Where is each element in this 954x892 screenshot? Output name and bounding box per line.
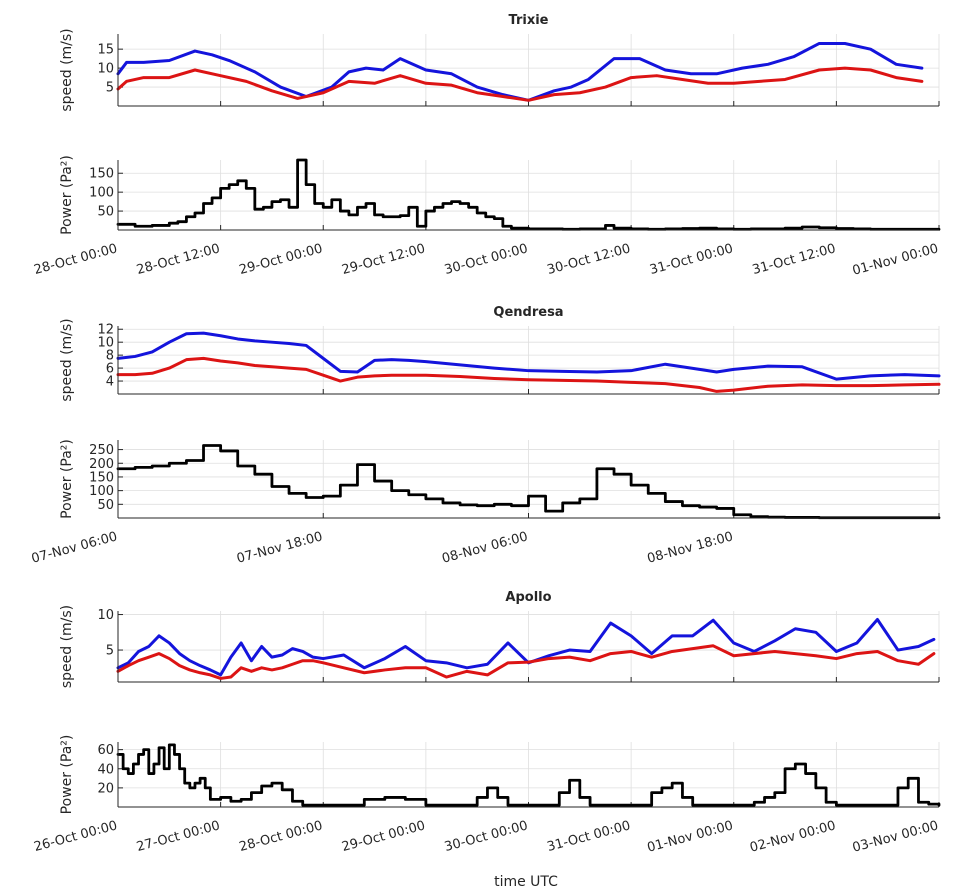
series-blue-line: [116, 331, 941, 381]
y-tick-label: 150: [89, 167, 114, 182]
panel-0: 5 10 15 Trixie speed (m/s): [59, 13, 940, 112]
y-tick-label: 250: [89, 443, 114, 458]
x-tick-label: 28-Oct 00:00: [32, 241, 119, 278]
series-blue-line: [116, 618, 936, 677]
y-tick-label: 10: [97, 62, 114, 77]
x-tick-label: 07-Nov 18:00: [235, 529, 324, 566]
y-tick-label: 10: [97, 608, 114, 623]
y-axis-label: speed (m/s): [59, 318, 75, 401]
y-tick-label: 15: [97, 43, 114, 58]
x-tick-label: 28-Oct 12:00: [135, 241, 222, 278]
x-tick-label: 01-Nov 00:00: [851, 241, 940, 278]
x-tick-label: 28-Oct 00:00: [238, 818, 325, 855]
y-tick-label: 6: [106, 362, 114, 377]
y-tick-label: 100: [89, 186, 114, 201]
y-tick-label: 10: [97, 336, 114, 351]
x-tick-label: 01-Nov 00:00: [646, 818, 735, 855]
series-black-line: [116, 444, 941, 520]
y-axis-label: speed (m/s): [59, 28, 75, 111]
x-tick-label: 07-Nov 06:00: [30, 529, 119, 566]
y-tick-label: 5: [106, 644, 114, 659]
x-tick-label: 31-Oct 12:00: [751, 241, 838, 278]
x-tick-label: 30-Oct 00:00: [443, 241, 530, 278]
y-tick-label: 12: [97, 323, 114, 338]
x-tick-label: 27-Oct 00:00: [135, 818, 222, 855]
y-tick-label: 50: [97, 498, 114, 513]
y-tick-label: 5: [106, 81, 114, 96]
x-tick-label: 31-Oct 00:00: [546, 818, 633, 855]
x-tick-label: 08-Nov 18:00: [646, 529, 735, 566]
series-red-line: [116, 356, 941, 393]
series-red-line: [116, 66, 924, 102]
x-tick-label: 31-Oct 00:00: [648, 241, 735, 278]
y-tick-label: 8: [106, 349, 114, 364]
panel-title: Trixie: [509, 13, 549, 28]
series-blue-line: [116, 41, 924, 102]
y-tick-label: 4: [106, 375, 114, 390]
x-tick-label: 03-Nov 00:00: [851, 818, 940, 855]
panel-5: 20 40 60 26-Oct 00:00 27-Oct 00:00 28-Oct 00:…: [32, 735, 941, 856]
panel-title: Qendresa: [493, 305, 563, 320]
x-tick-label: 29-Oct 00:00: [340, 818, 427, 855]
y-tick-label: 60: [97, 743, 114, 758]
panel-4: 5 10 Apollo speed (m/s): [59, 590, 940, 688]
y-tick-label: 20: [97, 781, 114, 796]
y-tick-label: 200: [89, 457, 114, 472]
x-tick-label: 30-Oct 12:00: [546, 241, 633, 278]
series-black-line: [116, 743, 941, 807]
series-black-line: [116, 158, 941, 231]
y-tick-label: 100: [89, 484, 114, 499]
y-axis-label: Power (Pa²): [59, 155, 75, 235]
x-tick-label: 29-Oct 00:00: [238, 241, 325, 278]
x-tick-label: 02-Nov 00:00: [748, 818, 837, 855]
x-tick-label: 08-Nov 06:00: [440, 529, 529, 566]
y-axis-label: speed (m/s): [59, 605, 75, 688]
y-tick-label: 150: [89, 470, 114, 485]
y-axis-label: Power (Pa²): [59, 439, 75, 519]
y-tick-label: 40: [97, 762, 114, 777]
y-tick-label: 50: [97, 205, 114, 220]
x-tick-label: 29-Oct 12:00: [340, 241, 427, 278]
series-red-line: [116, 644, 936, 680]
panel-title: Apollo: [505, 590, 551, 605]
x-tick-label: 26-Oct 00:00: [32, 818, 119, 855]
y-axis-label: Power (Pa²): [59, 735, 75, 815]
panel-1: 50 100 150 28-Oct 00:00 28-Oct 12:00 29-Oct 0…: [32, 155, 941, 279]
x-axis-label: time UTC: [494, 874, 558, 890]
x-tick-label: 30-Oct 00:00: [443, 818, 530, 855]
